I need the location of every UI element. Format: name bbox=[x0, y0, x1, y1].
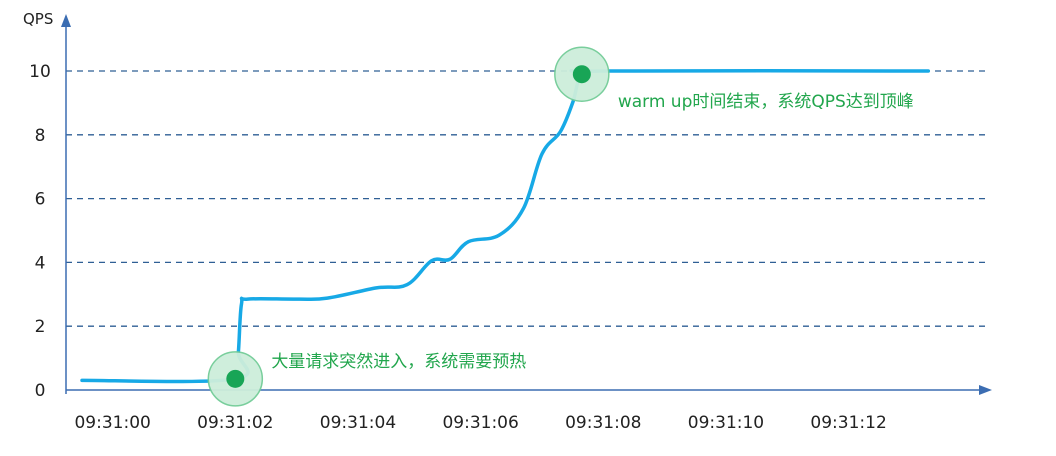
y-tick-label: 2 bbox=[35, 317, 46, 337]
y-tick-label: 8 bbox=[35, 126, 46, 146]
annotations: 大量请求突然进入，系统需要预热 warm up时间结束，系统QPS达到顶峰 bbox=[271, 92, 913, 372]
x-tick-label: 09:31:12 bbox=[810, 413, 886, 433]
highlight-markers bbox=[207, 46, 610, 407]
x-tick-label: 09:31:00 bbox=[74, 413, 150, 433]
y-axis-arrow bbox=[61, 14, 71, 27]
x-tick-label: 09:31:06 bbox=[442, 413, 518, 433]
y-tick-label: 6 bbox=[35, 190, 46, 210]
data-point-marker bbox=[572, 65, 591, 84]
y-tick-label: 10 bbox=[29, 62, 51, 82]
x-tick-label: 09:31:08 bbox=[565, 413, 641, 433]
annotation-text: 大量请求突然进入，系统需要预热 bbox=[271, 352, 526, 372]
x-tick-label: 09:31:10 bbox=[688, 413, 764, 433]
data-point-marker bbox=[226, 369, 245, 388]
annotation-text: warm up时间结束，系统QPS达到顶峰 bbox=[618, 92, 914, 112]
x-tick-label: 09:31:04 bbox=[320, 413, 396, 433]
y-axis-title: QPS bbox=[23, 10, 53, 28]
y-tick-labels: 0 2 4 6 8 10 bbox=[29, 62, 51, 401]
x-tick-label: 09:31:02 bbox=[197, 413, 273, 433]
y-tick-label: 0 bbox=[35, 381, 46, 401]
y-tick-label: 4 bbox=[35, 253, 46, 273]
x-tick-labels: 09:31:00 09:31:02 09:31:04 09:31:06 09:31:08… bbox=[74, 413, 886, 433]
x-axis-arrow bbox=[979, 385, 992, 395]
qps-series-line bbox=[80, 68, 931, 384]
